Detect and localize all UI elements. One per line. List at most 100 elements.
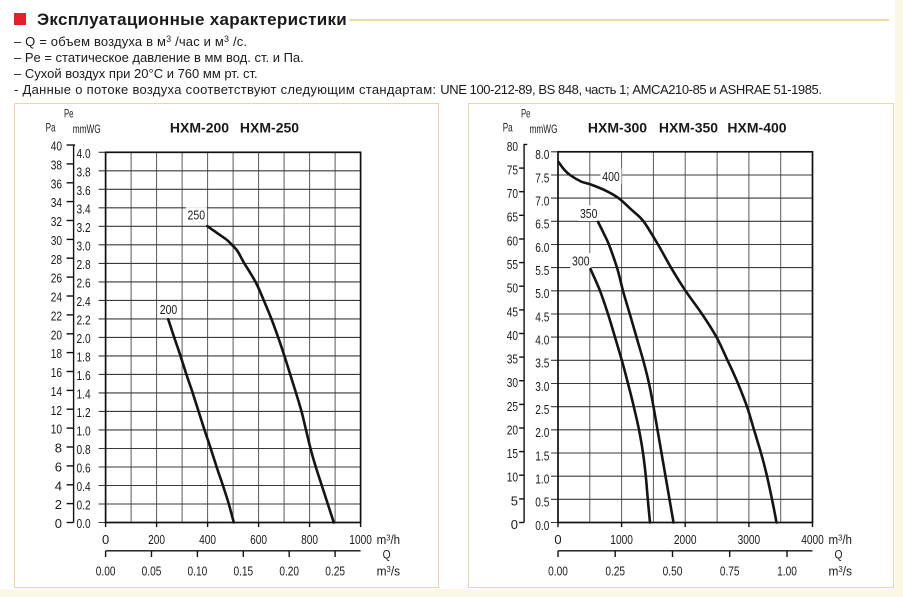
svg-text:1.00: 1.00 — [777, 563, 797, 578]
svg-text:Pe: Pe — [64, 106, 74, 120]
svg-text:Pe: Pe — [521, 106, 531, 120]
svg-text:40: 40 — [507, 328, 518, 343]
svg-text:1.5: 1.5 — [535, 448, 549, 463]
svg-text:26: 26 — [51, 271, 62, 286]
svg-text:m3/h: m3/h — [377, 532, 401, 547]
svg-text:20: 20 — [51, 327, 62, 342]
svg-text:1.6: 1.6 — [77, 368, 91, 383]
svg-text:200: 200 — [160, 302, 178, 317]
svg-text:0.75: 0.75 — [720, 563, 740, 578]
svg-text:4.0: 4.0 — [77, 146, 91, 161]
svg-text:2.0: 2.0 — [535, 425, 549, 440]
svg-text:800: 800 — [301, 532, 318, 547]
svg-text:m3/h: m3/h — [829, 532, 853, 547]
svg-text:5.0: 5.0 — [535, 286, 549, 301]
svg-text:0.25: 0.25 — [325, 563, 345, 578]
svg-text:0: 0 — [511, 517, 518, 532]
svg-text:2000: 2000 — [674, 532, 697, 547]
svg-text:25: 25 — [507, 399, 518, 414]
svg-text:0.00: 0.00 — [96, 563, 116, 578]
svg-text:0.0: 0.0 — [535, 518, 549, 533]
svg-text:HXM-300: HXM-300 — [588, 119, 647, 135]
svg-text:0.20: 0.20 — [279, 563, 299, 578]
svg-text:30: 30 — [51, 233, 62, 248]
svg-text:75: 75 — [507, 163, 518, 178]
svg-text:18: 18 — [51, 346, 62, 361]
svg-text:4.0: 4.0 — [535, 332, 549, 347]
svg-text:80: 80 — [507, 139, 518, 154]
svg-text:mmWG: mmWG — [530, 122, 558, 136]
svg-text:0: 0 — [102, 532, 109, 547]
svg-text:32: 32 — [51, 214, 62, 229]
svg-text:10: 10 — [507, 470, 518, 485]
svg-text:HXM-350: HXM-350 — [659, 119, 718, 135]
svg-text:24: 24 — [51, 290, 62, 305]
svg-text:70: 70 — [507, 186, 518, 201]
svg-text:1.4: 1.4 — [77, 387, 91, 402]
svg-text:2.4: 2.4 — [77, 294, 91, 309]
svg-text:1000: 1000 — [610, 532, 633, 547]
svg-text:0.5: 0.5 — [535, 495, 549, 510]
svg-text:3000: 3000 — [738, 532, 761, 547]
svg-text:HXM-200: HXM-200 — [170, 119, 229, 135]
svg-text:2.5: 2.5 — [535, 402, 549, 417]
svg-text:45: 45 — [507, 304, 518, 319]
svg-text:0.15: 0.15 — [233, 563, 253, 578]
svg-text:65: 65 — [507, 210, 518, 225]
svg-text:1.0: 1.0 — [535, 472, 549, 487]
svg-text:1.8: 1.8 — [77, 350, 91, 365]
svg-text:3.5: 3.5 — [535, 356, 549, 371]
svg-text:7.0: 7.0 — [535, 193, 549, 208]
svg-text:m3/s: m3/s — [377, 563, 401, 578]
svg-text:7.5: 7.5 — [535, 170, 549, 185]
svg-text:15: 15 — [507, 446, 518, 461]
svg-text:50: 50 — [507, 281, 518, 296]
svg-text:6.5: 6.5 — [535, 217, 549, 232]
svg-text:0: 0 — [55, 516, 62, 531]
svg-text:36: 36 — [51, 176, 62, 191]
svg-text:12: 12 — [51, 403, 62, 418]
svg-text:HXM-400: HXM-400 — [727, 119, 786, 135]
svg-text:Q: Q — [383, 550, 391, 562]
svg-text:28: 28 — [51, 252, 62, 267]
svg-text:35: 35 — [507, 352, 518, 367]
svg-text:0.2: 0.2 — [77, 498, 91, 513]
svg-text:400: 400 — [602, 169, 620, 184]
svg-text:20: 20 — [507, 422, 518, 437]
svg-text:2.2: 2.2 — [77, 313, 91, 328]
svg-text:34: 34 — [51, 195, 62, 210]
svg-text:0.10: 0.10 — [188, 563, 208, 578]
svg-text:1.2: 1.2 — [77, 405, 91, 420]
svg-text:40: 40 — [51, 139, 62, 154]
svg-text:Pa: Pa — [503, 121, 513, 135]
svg-text:30: 30 — [507, 375, 518, 390]
svg-text:4.5: 4.5 — [535, 309, 549, 324]
svg-text:300: 300 — [572, 254, 590, 269]
svg-text:350: 350 — [580, 206, 598, 221]
svg-text:4: 4 — [55, 478, 62, 493]
svg-text:2.8: 2.8 — [77, 257, 91, 272]
svg-text:0: 0 — [554, 532, 561, 547]
svg-text:3.0: 3.0 — [77, 238, 91, 253]
svg-text:0.05: 0.05 — [142, 563, 162, 578]
svg-text:5.5: 5.5 — [535, 263, 549, 278]
svg-text:250: 250 — [188, 208, 206, 223]
svg-text:0.25: 0.25 — [605, 563, 625, 578]
svg-text:6.0: 6.0 — [535, 240, 549, 255]
svg-text:2.0: 2.0 — [77, 331, 91, 346]
svg-text:0.00: 0.00 — [548, 563, 568, 578]
svg-text:Q: Q — [835, 550, 843, 562]
svg-text:38: 38 — [51, 158, 62, 173]
svg-text:200: 200 — [148, 532, 165, 547]
svg-text:16: 16 — [51, 365, 62, 380]
svg-text:3.6: 3.6 — [77, 183, 91, 198]
svg-text:8: 8 — [55, 441, 62, 456]
svg-text:HXM-250: HXM-250 — [240, 119, 299, 135]
svg-text:22: 22 — [51, 309, 62, 324]
svg-text:m3/s: m3/s — [829, 563, 853, 578]
svg-text:4000: 4000 — [801, 532, 824, 547]
svg-text:0.8: 0.8 — [77, 442, 91, 457]
svg-text:0.0: 0.0 — [77, 516, 91, 531]
svg-text:5: 5 — [511, 493, 518, 508]
svg-text:3.8: 3.8 — [77, 164, 91, 179]
